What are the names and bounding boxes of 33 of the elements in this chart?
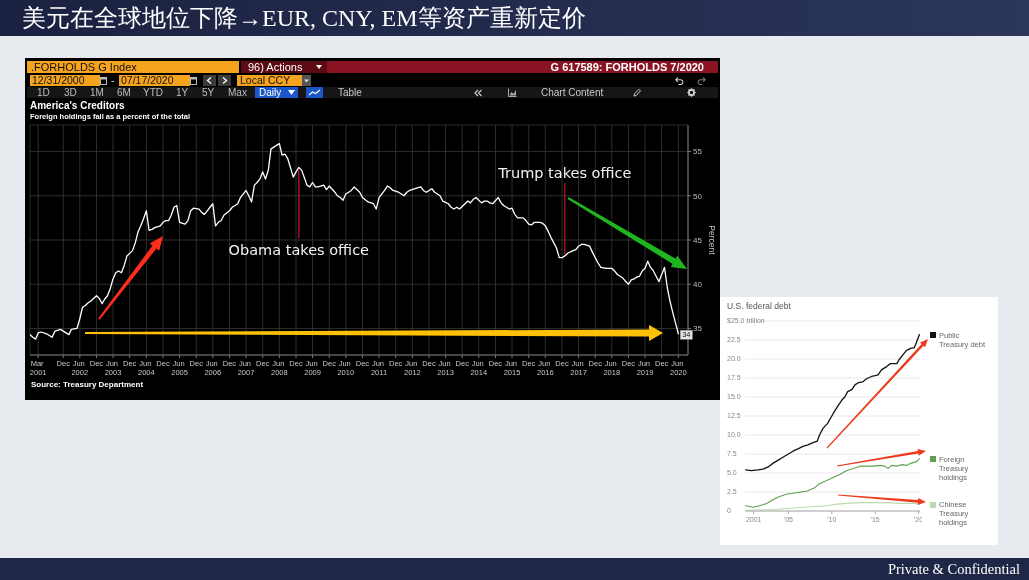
text: .FORHOLDS G Index (31, 61, 137, 73)
text: YTD (143, 87, 163, 98)
annotation: Trump takes office (497, 165, 632, 181)
text: Private & Confidential (887, 561, 1020, 578)
y-tick-label: 55 (693, 147, 703, 157)
text: Chart Content (541, 87, 604, 98)
text: G 617589: FORHOLDS 7/2020 (550, 61, 704, 73)
text: Table (338, 87, 362, 98)
line-series (745, 334, 920, 472)
annotation: Obama takes office (228, 241, 370, 258)
y-axis-title: Percent (707, 225, 718, 256)
text: Daily (259, 87, 282, 98)
text: 3D (64, 87, 77, 98)
text: - (111, 74, 115, 86)
text: 12/31/2000 (32, 74, 85, 86)
source-note: Source: Treasury Department (31, 380, 144, 390)
text: 5Y (202, 87, 215, 98)
y-tick-label: 40 (693, 280, 703, 290)
y-tick-label: 50 (693, 191, 703, 201)
text: Max (228, 87, 247, 98)
text: 6M (117, 87, 131, 98)
text: 07/17/2020 (121, 74, 174, 86)
text: 1D (37, 87, 50, 98)
y-tick-label: 35 (693, 324, 703, 334)
chart-title: America's Creditors (30, 100, 125, 112)
y-tick-label: 45 (693, 235, 703, 245)
text: 美元在全球地位下降→EUR, CNY, EM等资产重新定价 (22, 4, 586, 32)
text: 1Y (176, 87, 189, 98)
chart-title: U.S. federal debt (727, 301, 791, 311)
line-series (745, 458, 920, 508)
text: Local CCY (240, 74, 291, 86)
text: 1M (90, 87, 104, 98)
text: 96) Actions (248, 61, 303, 73)
